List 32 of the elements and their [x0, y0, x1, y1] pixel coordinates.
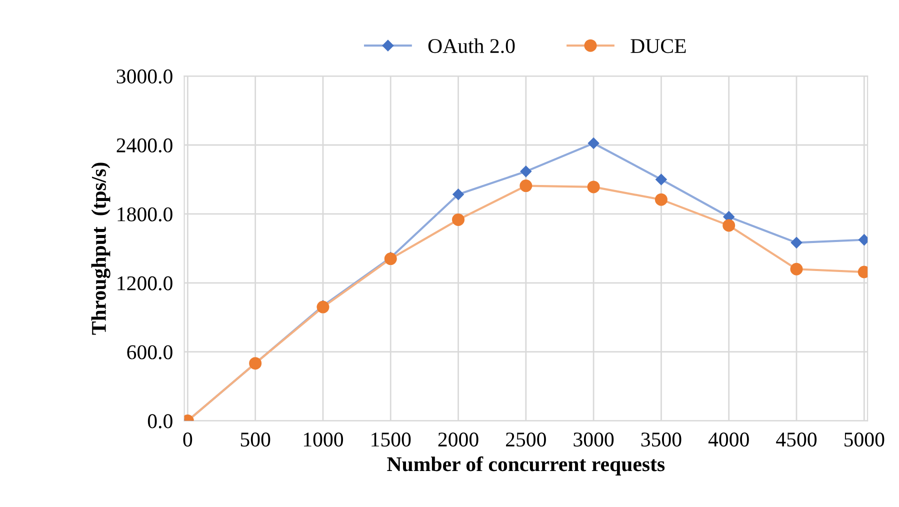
- point: [588, 138, 600, 149]
- point: [722, 219, 736, 232]
- x-axis-title: Number of concurrent requests: [387, 456, 665, 476]
- x-tick-label: 0: [183, 432, 192, 447]
- y-tick-label: 0.0: [148, 414, 172, 428]
- point: [654, 193, 668, 206]
- x-tick-label: 5000: [844, 432, 884, 447]
- y-tick-label: 3000.0: [116, 69, 172, 84]
- x-tick-label: 4500: [776, 432, 817, 447]
- x-tick-label: 500: [240, 432, 270, 447]
- point: [452, 188, 464, 200]
- y-tick-label: 2400.0: [116, 138, 172, 153]
- point: [790, 262, 803, 276]
- legend-label: DUCE: [630, 39, 686, 54]
- y-axis-title: Throughput (tps/s): [91, 162, 110, 335]
- point: [587, 180, 600, 194]
- x-tick-label: 4000: [708, 432, 749, 447]
- legend-label: OAuth 2.0: [428, 38, 515, 54]
- x-tick-label: 3500: [641, 432, 682, 447]
- point: [452, 213, 465, 226]
- y-tick-label: 1200.0: [118, 276, 172, 290]
- point: [520, 180, 532, 192]
- point: [656, 174, 667, 186]
- x-tick-label: 3000: [574, 432, 614, 447]
- x-tick-label: 2500: [506, 432, 546, 447]
- x-tick-label: 1500: [372, 432, 411, 447]
- x-tick-label: 2000: [438, 432, 478, 447]
- y-tick-label: 600.0: [127, 345, 172, 360]
- point: [790, 237, 802, 248]
- x-tick-label: 1000: [304, 432, 344, 447]
- y-tick-label: 1800.0: [118, 207, 172, 222]
- point: [520, 166, 532, 178]
